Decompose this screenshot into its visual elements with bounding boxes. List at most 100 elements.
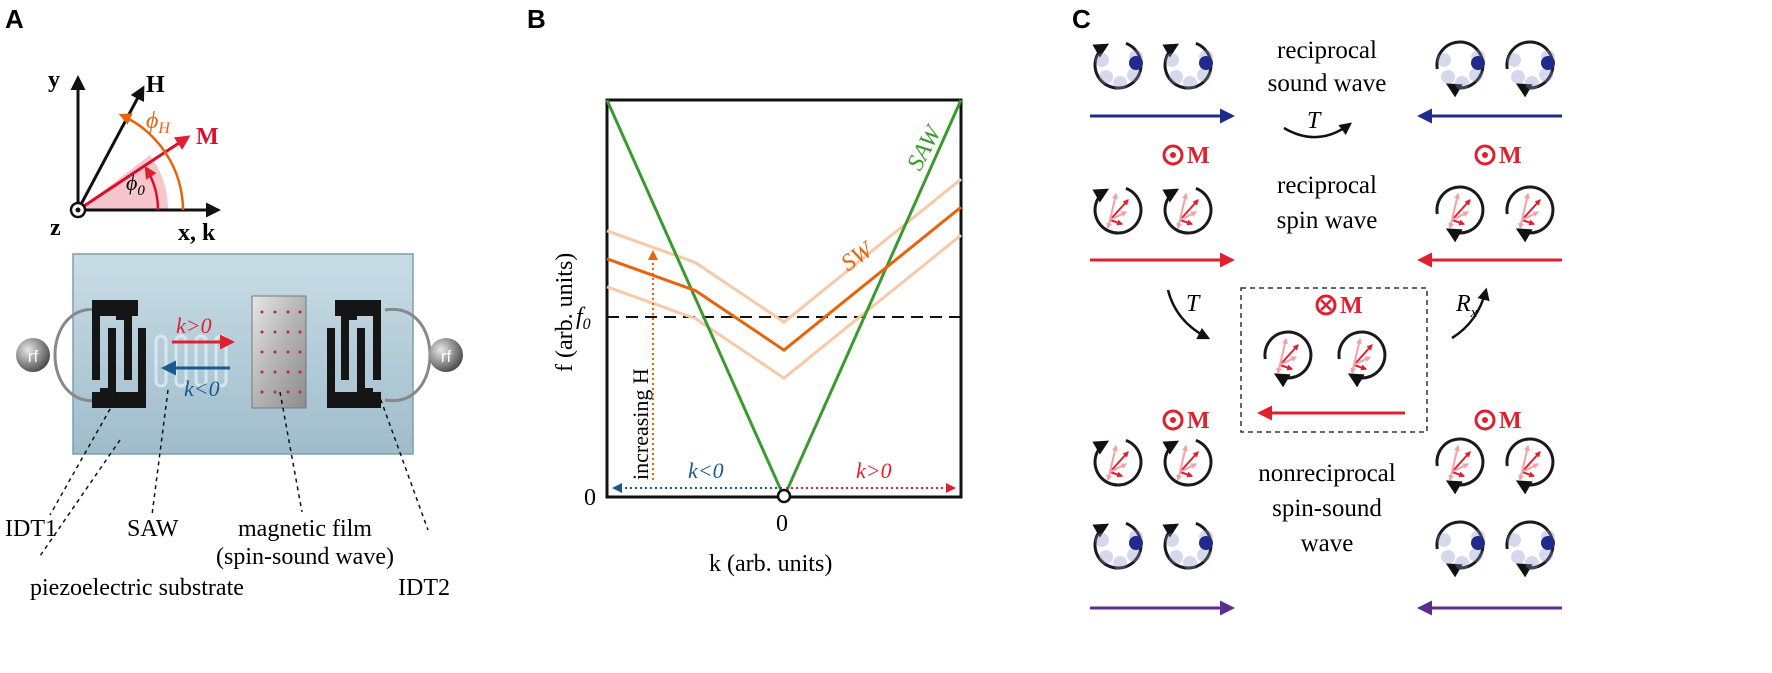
m-vector (77, 135, 191, 212)
film-dots (260, 310, 302, 394)
ns-spin-left-a-spin-arrow (1109, 463, 1128, 473)
phi-h-arc (118, 113, 185, 211)
sound-right-b-atom (1541, 56, 1555, 70)
sw-curve-label: SW (837, 236, 880, 277)
m-spin-right-dot (1482, 152, 1488, 158)
mirror-a-spin-arrow (1276, 364, 1283, 375)
ns-spin-right-a-spin-arrow (1451, 463, 1470, 473)
rf-label-left: rf (28, 347, 39, 366)
ns-sound-right-b-atom (1541, 536, 1555, 550)
ns-spin-right-b-spin-arrow (1521, 471, 1536, 478)
ns-sound-left-a-rotation-loop (1092, 521, 1143, 570)
t-arrow-top (1283, 122, 1353, 139)
ns-spin-left-b-spin-arrow (1179, 444, 1188, 473)
row1-line1: reciprocal (1277, 37, 1377, 64)
y-tick-zero: 0 (584, 485, 596, 511)
spin-left-b-spin-arrow (1179, 211, 1198, 221)
substrate-label: piezoelectric substrate (30, 575, 244, 601)
y-tick-f0: f0 (576, 304, 591, 333)
row2-line2: spin wave (1277, 207, 1378, 234)
t-label-top: T (1307, 108, 1322, 134)
sound-right-a-rotation-loop (1435, 40, 1485, 98)
origin-marker (776, 488, 792, 504)
mirror-a-spin-arrow (1279, 337, 1288, 366)
spin-right-a-spin-arrow (1451, 192, 1460, 221)
ns-spin-right-a-spin-arrow (1451, 444, 1460, 473)
h-label: H (146, 72, 165, 98)
saw-label: SAW (127, 516, 179, 542)
ns-sound-right-a-rotation-loop (1435, 520, 1485, 578)
ns-sound-right-b-ghost-atom (1511, 550, 1525, 564)
mirror-a-spin-arrow (1279, 364, 1294, 371)
t-arrow-left (1166, 289, 1211, 340)
ns-spin-right-b-spin-arrow (1521, 444, 1530, 473)
row2-line1: reciprocal (1277, 172, 1377, 199)
magnetic-film (251, 295, 307, 409)
ns-sound-left-a-ghost-atom (1095, 533, 1109, 547)
ns-spin-right-a-spin-arrow (1451, 471, 1466, 478)
ns-sound-right-a-atom (1471, 536, 1485, 550)
ns-spin-right-b-rotation-loop (1505, 437, 1555, 495)
spin-left-b-spin-arrow (1176, 219, 1183, 230)
ns-sound-right-b-ghost-atom (1507, 533, 1521, 547)
left-wire (53, 307, 101, 403)
saw-ripples (154, 334, 228, 388)
sound-right-b-ghost-atom (1507, 53, 1521, 67)
sound-left-b-ghost-atom (1165, 53, 1179, 67)
spin-right-a-spin-arrow (1451, 199, 1471, 221)
rf-source-left (16, 338, 50, 372)
m-label: M (196, 124, 219, 150)
sound-left-a-rotation-loop (1092, 41, 1143, 90)
ns-spin-left-a-spin-arrow (1109, 471, 1124, 478)
spin-right-b-rotation-loop (1505, 185, 1555, 243)
panel-a: A y x, k z H M ϕH ϕ0 (5, 4, 463, 601)
mirror-b-spin-arrow (1350, 364, 1357, 375)
m-nonrecip-right-dot (1482, 417, 1488, 423)
ns-sound-right-b-ghost-atom (1525, 556, 1539, 570)
k-positive-axis-label: k>0 (856, 458, 892, 483)
sound-right-b-ghost-atom (1539, 68, 1553, 82)
mirror-b-spin-arrow (1353, 344, 1373, 366)
spin-left-a-spin-arrow (1109, 199, 1129, 221)
sound-left-b-rotation-loop (1162, 41, 1213, 90)
ns-sound-left-a-ghost-atom (1113, 556, 1127, 570)
mirror-case: M (1257, 293, 1405, 421)
ns-spin-right-b-spin-arrow (1518, 471, 1525, 482)
ns-sound-left-a-ghost-atom (1099, 550, 1113, 564)
y-axis-label: y (48, 67, 60, 93)
m-spin-left-label: M (1187, 143, 1210, 169)
ns-sound-right-a-ghost-atom (1455, 556, 1469, 570)
panel-c: C reciprocal sound wave reciprocal spin … (1072, 4, 1562, 616)
ns-spin-left-b-spin-arrow (1176, 471, 1183, 482)
panel-c-letter: C (1072, 4, 1091, 34)
ns-sound-left-b-ghost-atom (1183, 556, 1197, 570)
idt2-label: IDT2 (398, 575, 450, 601)
mirror-b-spin-arrow (1353, 364, 1368, 371)
spin-left-a-spin-arrow (1109, 211, 1128, 221)
k-positive-label: k>0 (176, 313, 212, 338)
ns-spin-right-a-spin-arrow (1451, 451, 1471, 473)
film-label-line2: (spin-sound wave) (216, 544, 394, 570)
spin-right-a-spin-arrow (1451, 219, 1466, 226)
h-vector (76, 85, 145, 211)
rx-arrow (1451, 287, 1490, 340)
phi0-label: ϕ0 (126, 170, 145, 199)
sound-left-a-ghost-atom (1127, 68, 1141, 82)
ns-spin-left-a-rotation-loop (1092, 438, 1143, 487)
spin-left-a-spin-arrow (1109, 192, 1118, 221)
sound-left-b-ghost-atom (1183, 76, 1197, 90)
ns-sound-left-b-ghost-atom (1169, 550, 1183, 564)
spin-left-a-spin-arrow (1109, 219, 1124, 226)
sound-left-a-ghost-atom (1099, 70, 1113, 84)
rf-source-right (429, 338, 463, 372)
sound-right-a-ghost-atom (1437, 53, 1451, 67)
idt1-comb (92, 300, 146, 408)
sound-right-a-ghost-atom (1441, 70, 1455, 84)
ns-sound-left-b-ghost-atom (1165, 533, 1179, 547)
ns-sound-right-b-rotation-loop (1505, 520, 1555, 578)
ns-sound-left-a-atom (1129, 536, 1143, 550)
x-axis-title: k (arb. units) (709, 551, 832, 577)
